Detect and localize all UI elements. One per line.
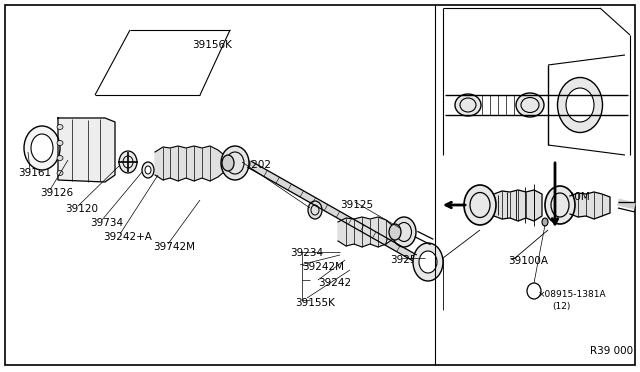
Ellipse shape (119, 151, 137, 173)
Polygon shape (570, 192, 610, 219)
Text: 39126: 39126 (40, 188, 73, 198)
Text: 39161: 39161 (18, 168, 51, 178)
Ellipse shape (57, 170, 63, 176)
Text: 39156K: 39156K (192, 40, 232, 50)
Polygon shape (247, 161, 417, 261)
Text: ×08915-1381A: ×08915-1381A (538, 290, 607, 299)
Ellipse shape (542, 218, 548, 226)
Polygon shape (155, 146, 224, 181)
Ellipse shape (24, 126, 60, 170)
Ellipse shape (222, 155, 234, 171)
Text: 39202: 39202 (238, 160, 271, 170)
Text: 39242: 39242 (318, 278, 351, 288)
Text: 39155K: 39155K (295, 298, 335, 308)
Ellipse shape (389, 224, 401, 240)
Ellipse shape (455, 94, 481, 116)
Ellipse shape (57, 125, 63, 129)
Ellipse shape (516, 93, 544, 117)
Ellipse shape (464, 185, 496, 225)
Text: 39100M: 39100M (548, 192, 589, 202)
Ellipse shape (308, 201, 322, 219)
Ellipse shape (221, 146, 249, 180)
Text: 39734: 39734 (90, 218, 123, 228)
Ellipse shape (392, 217, 416, 247)
Ellipse shape (419, 251, 437, 273)
Text: (12): (12) (552, 302, 570, 311)
Text: R39 000: R39 000 (590, 346, 633, 356)
Text: 39120: 39120 (65, 204, 98, 214)
Ellipse shape (145, 166, 151, 174)
Ellipse shape (142, 162, 154, 178)
Text: 39252: 39252 (390, 255, 423, 265)
Text: 39742M: 39742M (153, 242, 195, 252)
Text: 39242+A: 39242+A (103, 232, 152, 242)
Polygon shape (494, 190, 542, 221)
Ellipse shape (413, 243, 443, 281)
Text: 39242M: 39242M (302, 262, 344, 272)
Text: 39234: 39234 (290, 248, 323, 258)
Ellipse shape (57, 141, 63, 145)
Polygon shape (58, 118, 115, 182)
Ellipse shape (545, 186, 575, 224)
Ellipse shape (557, 77, 602, 132)
Polygon shape (338, 217, 393, 247)
Ellipse shape (566, 88, 594, 122)
Text: 39100A: 39100A (508, 256, 548, 266)
Text: 39125: 39125 (340, 200, 373, 210)
Ellipse shape (31, 134, 53, 162)
Ellipse shape (57, 155, 63, 160)
